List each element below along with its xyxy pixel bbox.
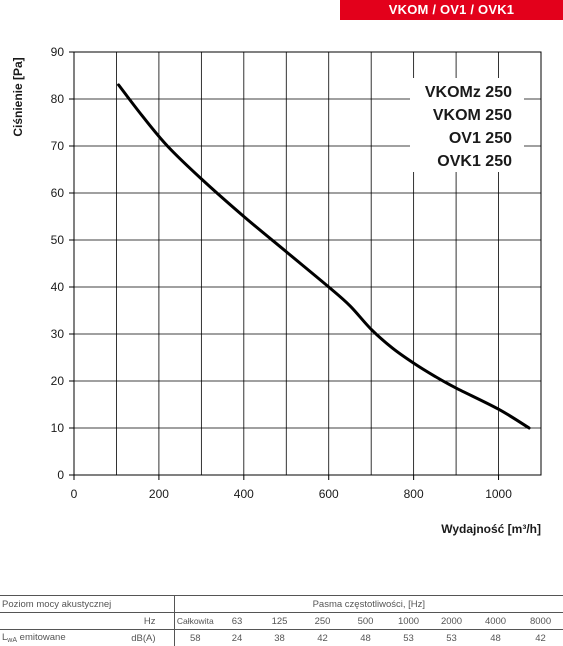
model-label: OVK1 250 [437, 153, 512, 170]
y-tick-label: 20 [51, 374, 65, 388]
band-header: 500 [344, 613, 387, 630]
y-tick-label: 40 [51, 280, 65, 294]
section-label: Poziom mocy akustycznej [0, 596, 174, 613]
acoustic-table: Poziom mocy akustycznej Pasma częstotliw… [0, 595, 563, 646]
x-axis-label: Wydajność [m³/h] [441, 522, 541, 536]
band-header: 1000 [387, 613, 430, 630]
y-tick-label: 0 [57, 468, 64, 482]
hz-label: Hz [110, 613, 174, 630]
model-labels: VKOMz 250 VKOM 250 OV1 250 OVK1 250 [410, 78, 524, 172]
band-header: 250 [301, 613, 344, 630]
y-tick-label: 70 [51, 139, 65, 153]
bands-header: Pasma częstotliwości, [Hz] [174, 596, 563, 613]
model-label: VKOMz 250 [425, 84, 512, 101]
model-label: OV1 250 [449, 130, 512, 147]
x-tick-label: 600 [319, 487, 339, 501]
band-header: 63 [216, 613, 258, 630]
x-tick-label: 1000 [485, 487, 512, 501]
y-axis-label: Ciśnienie [Pa] [11, 57, 25, 136]
band-header: 4000 [473, 613, 518, 630]
y-tick-label: 60 [51, 186, 65, 200]
band-header: 8000 [518, 613, 563, 630]
x-tick-label: 400 [234, 487, 254, 501]
y-tick-label: 90 [51, 45, 65, 59]
x-tick-label: 200 [149, 487, 169, 501]
y-tick-label: 10 [51, 421, 65, 435]
x-tick-label: 800 [404, 487, 424, 501]
y-tick-label: 30 [51, 327, 65, 341]
y-tick-label: 80 [51, 92, 65, 106]
pressure-flow-chart: 0 10 20 30 40 50 60 70 80 90 0 200 400 600 800 1000 VKO… [0, 0, 563, 580]
model-label: VKOM 250 [433, 107, 512, 124]
x-tick-label: 0 [71, 487, 78, 501]
band-header: Całkowita [174, 613, 216, 630]
band-header: 2000 [430, 613, 473, 630]
y-tick-label: 50 [51, 233, 65, 247]
band-header: 125 [258, 613, 301, 630]
